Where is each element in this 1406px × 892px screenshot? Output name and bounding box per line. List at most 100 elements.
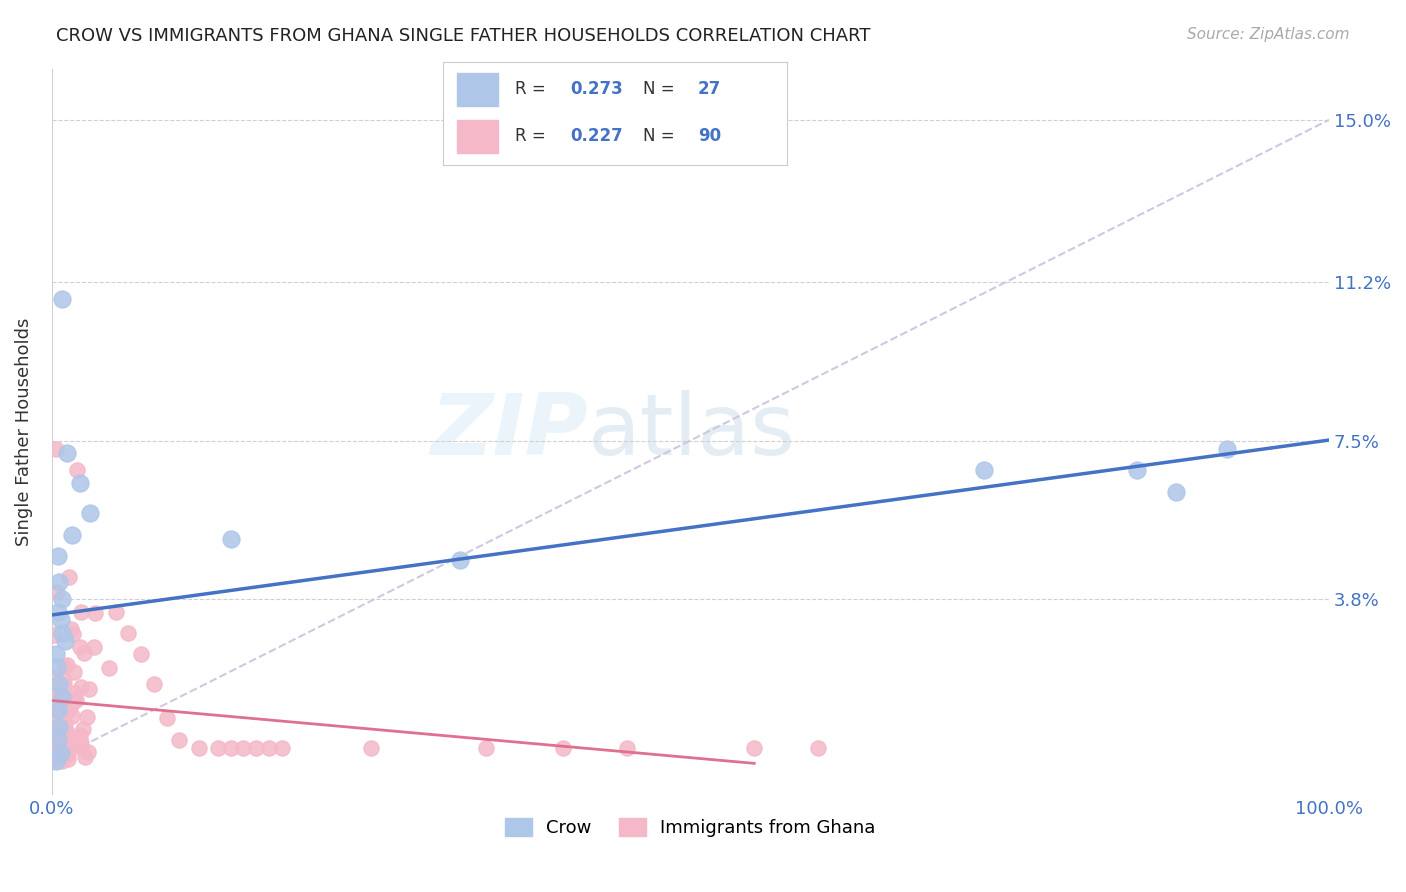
Point bbox=[69, 733, 91, 747]
Point bbox=[52, 673, 75, 688]
Point bbox=[48, 677, 70, 691]
Point bbox=[76, 709, 98, 723]
Point bbox=[48, 720, 70, 734]
Point bbox=[69, 728, 91, 742]
Point bbox=[44, 670, 66, 684]
Point bbox=[46, 605, 69, 619]
Legend: Crow, Immigrants from Ghana: Crow, Immigrants from Ghana bbox=[498, 811, 883, 845]
Point bbox=[42, 732, 65, 747]
Text: R =: R = bbox=[515, 128, 551, 145]
Point bbox=[60, 738, 83, 752]
Point bbox=[45, 706, 67, 721]
Point bbox=[51, 724, 73, 739]
Point bbox=[83, 640, 105, 655]
Text: 90: 90 bbox=[697, 128, 721, 145]
Point bbox=[56, 743, 79, 757]
Point bbox=[77, 745, 100, 759]
Point bbox=[1164, 484, 1187, 499]
Point bbox=[53, 717, 76, 731]
Point bbox=[46, 748, 69, 763]
Point bbox=[207, 741, 229, 756]
Point bbox=[58, 731, 80, 746]
Point bbox=[48, 689, 70, 703]
Point bbox=[58, 570, 80, 584]
Point bbox=[49, 613, 72, 627]
Text: atlas: atlas bbox=[588, 391, 796, 474]
Point bbox=[60, 527, 83, 541]
Point bbox=[257, 741, 280, 756]
Point bbox=[46, 747, 69, 762]
Point bbox=[51, 591, 73, 606]
Point bbox=[1216, 442, 1239, 456]
Point bbox=[48, 702, 70, 716]
Point bbox=[66, 462, 89, 476]
Point bbox=[45, 754, 67, 768]
Point bbox=[60, 708, 83, 723]
Point bbox=[270, 741, 292, 756]
Point bbox=[45, 648, 67, 662]
Point bbox=[55, 698, 77, 713]
Point bbox=[49, 715, 72, 730]
Point bbox=[51, 754, 73, 768]
Text: R =: R = bbox=[515, 80, 551, 98]
Text: 0.227: 0.227 bbox=[571, 128, 623, 145]
FancyBboxPatch shape bbox=[457, 73, 498, 105]
Point bbox=[55, 731, 77, 745]
Point bbox=[219, 532, 242, 546]
Point bbox=[60, 729, 83, 743]
Point bbox=[51, 690, 73, 704]
Point bbox=[53, 634, 76, 648]
Point bbox=[245, 741, 267, 756]
Point bbox=[42, 754, 65, 768]
Point bbox=[51, 293, 73, 307]
Point bbox=[69, 605, 91, 619]
Point bbox=[42, 725, 65, 739]
Point bbox=[807, 741, 830, 756]
Text: N =: N = bbox=[643, 80, 679, 98]
Point bbox=[46, 585, 69, 599]
Point bbox=[53, 693, 76, 707]
Point bbox=[70, 736, 93, 750]
Point bbox=[69, 476, 91, 491]
Point bbox=[51, 739, 73, 754]
Point bbox=[44, 687, 66, 701]
Point bbox=[72, 723, 94, 737]
Point bbox=[616, 741, 638, 756]
Point bbox=[56, 446, 79, 460]
Point bbox=[77, 681, 100, 696]
Point bbox=[450, 553, 472, 567]
Point bbox=[142, 677, 165, 691]
Point bbox=[232, 741, 254, 756]
Point bbox=[69, 640, 91, 655]
Text: ZIP: ZIP bbox=[430, 391, 588, 474]
Point bbox=[219, 741, 242, 756]
Point bbox=[59, 698, 82, 713]
Point bbox=[49, 746, 72, 760]
Point bbox=[551, 741, 574, 756]
Point bbox=[742, 741, 765, 756]
Point bbox=[63, 692, 86, 706]
Point bbox=[59, 729, 82, 743]
Point bbox=[46, 731, 69, 746]
Point bbox=[49, 739, 72, 753]
Point bbox=[48, 574, 70, 589]
Point bbox=[59, 622, 82, 636]
Point bbox=[46, 703, 69, 717]
Point bbox=[62, 665, 84, 679]
Point bbox=[58, 703, 80, 717]
Point bbox=[53, 658, 76, 673]
Point bbox=[475, 741, 498, 756]
Point bbox=[46, 752, 69, 766]
Point bbox=[169, 732, 191, 747]
Point bbox=[360, 741, 382, 756]
Point bbox=[56, 752, 79, 766]
Text: N =: N = bbox=[643, 128, 679, 145]
Point bbox=[62, 627, 84, 641]
Y-axis label: Single Father Households: Single Father Households bbox=[15, 318, 32, 546]
Text: 27: 27 bbox=[697, 80, 721, 98]
Point bbox=[52, 678, 75, 692]
Text: CROW VS IMMIGRANTS FROM GHANA SINGLE FATHER HOUSEHOLDS CORRELATION CHART: CROW VS IMMIGRANTS FROM GHANA SINGLE FAT… bbox=[56, 27, 870, 45]
Text: Source: ZipAtlas.com: Source: ZipAtlas.com bbox=[1187, 27, 1350, 42]
Point bbox=[65, 693, 87, 707]
Point bbox=[973, 463, 995, 477]
